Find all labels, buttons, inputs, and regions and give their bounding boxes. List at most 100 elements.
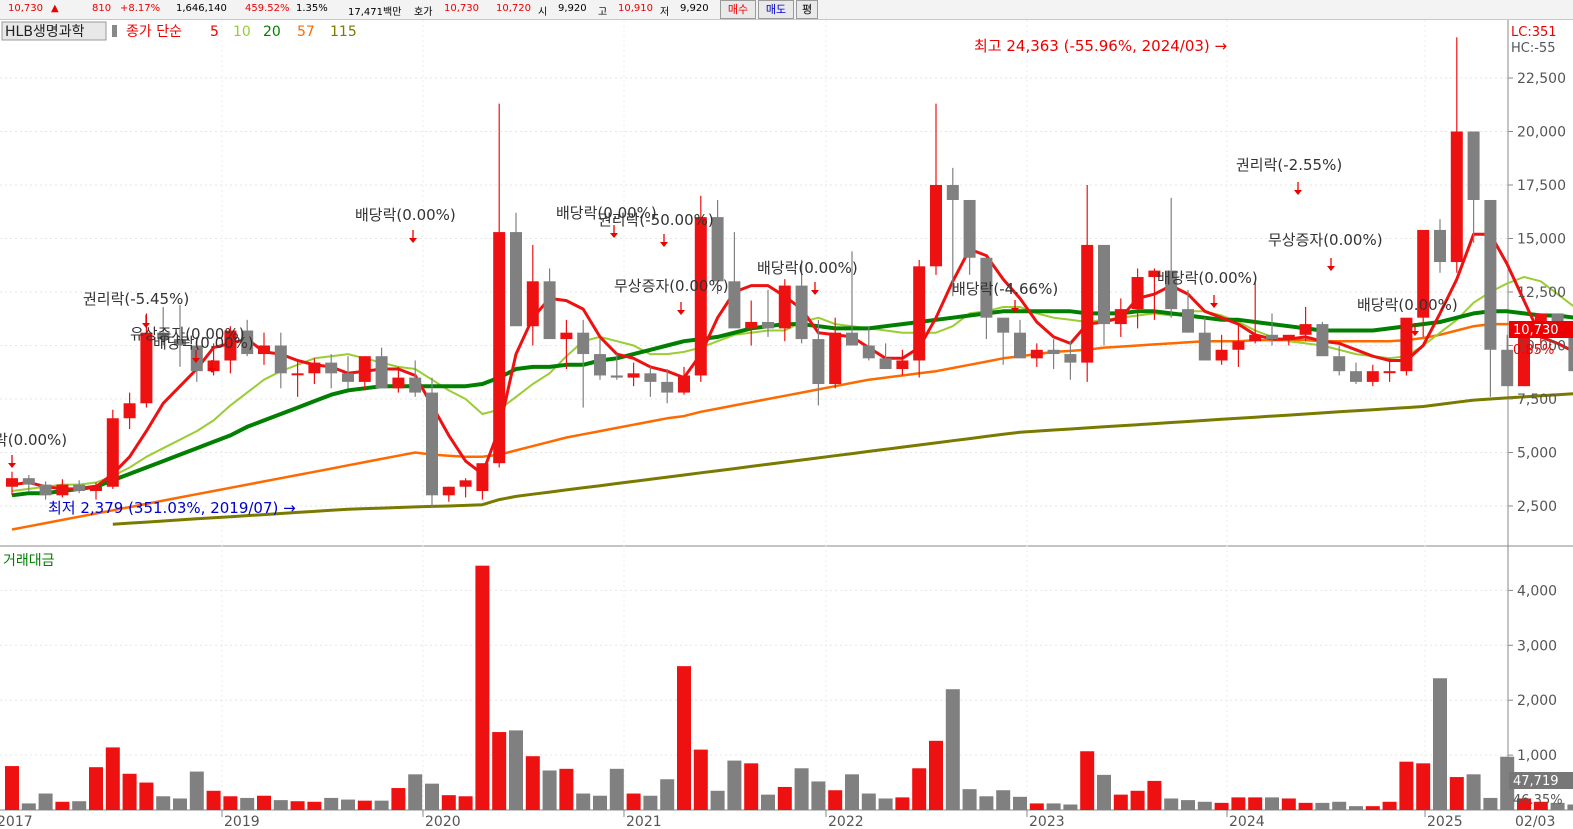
candle-body (980, 257, 993, 318)
volume-bar (307, 801, 322, 810)
event-arrow-head-icon (1011, 308, 1019, 313)
candle-body (174, 339, 186, 346)
candle-body (896, 360, 909, 370)
volume-bars (5, 565, 1573, 810)
candle-body (1198, 332, 1211, 361)
candle-body (711, 217, 724, 282)
candle-body (123, 403, 136, 419)
candle-body (762, 321, 774, 329)
candle-body (997, 317, 1010, 333)
open-label: 시 (538, 7, 548, 18)
candle-body (1501, 349, 1514, 387)
pct-tag: 0.85% (1513, 343, 1554, 358)
stock-name-box[interactable] (1, 21, 107, 41)
volume-bar (1181, 800, 1195, 810)
candle-body (1383, 371, 1396, 374)
candle-body (1282, 334, 1295, 340)
candle-body (409, 377, 422, 393)
event-arrow-head-icon (142, 323, 150, 328)
candle-body (1400, 317, 1413, 372)
volume-bar (1533, 801, 1548, 810)
event-arrow-head-icon (1294, 190, 1302, 195)
volume-bar (1214, 802, 1229, 810)
low-annotation: 최저 2,379 (351.03%, 2019/07) → (48, 499, 296, 517)
volume-bar (458, 796, 473, 810)
candle-body (678, 375, 690, 393)
candle-body (879, 358, 892, 370)
candle-body (90, 486, 102, 492)
price-axis-ticks: 2,500 5,000 7,500 10,000 12,500 15,000 17,500 2… (1508, 71, 1566, 515)
volume-bar (341, 799, 355, 810)
volume-bar (1382, 801, 1397, 810)
volume-ratio: 459.52% (245, 3, 290, 14)
candle-body (426, 392, 438, 496)
eval-button[interactable]: 평 (796, 0, 818, 19)
event-label: 락(0.00%) (0, 431, 67, 449)
high-price: 10,910 (618, 3, 653, 14)
candle-body (1316, 324, 1329, 357)
candle-body (1215, 349, 1228, 361)
candle-body (963, 199, 976, 258)
candle-body (157, 332, 170, 340)
volume-bar (777, 786, 792, 810)
candle-body (1030, 349, 1043, 359)
event-label: 권리락(-2.55%) (1236, 156, 1342, 174)
volume-pct-tag: 46.35% (1513, 793, 1563, 808)
event-label: 무상증자(0.00%) (1268, 231, 1383, 249)
volume-bar (1231, 797, 1246, 810)
volume-bar (929, 740, 943, 810)
event-arrow-head-icon (409, 238, 417, 243)
candle-body (291, 373, 304, 376)
volume-bar (1097, 774, 1111, 810)
candle-body (812, 339, 825, 385)
candle-body (510, 232, 522, 327)
candle-body (543, 281, 556, 340)
ma-period-20: 20 (263, 24, 281, 40)
volume-bar (1399, 761, 1414, 810)
volume-bar (677, 666, 691, 810)
candle-body (6, 478, 18, 487)
volume-bar (1298, 802, 1313, 810)
volume-bar (156, 796, 171, 810)
volume-bar (257, 795, 271, 810)
volume-bar (441, 795, 456, 810)
candle-body (493, 232, 506, 464)
price-tick-label: 12,500 (1517, 285, 1566, 301)
volume-bar (1349, 806, 1363, 810)
ma-label: 종가 단순 (126, 24, 182, 40)
candle-body (728, 281, 741, 329)
volume-bar (38, 793, 53, 810)
candle-body (577, 332, 590, 355)
volume-bar (1466, 774, 1481, 810)
candle-body (308, 362, 321, 374)
time-tick-label: 02/03 (1515, 814, 1555, 829)
low-label: 저 (660, 7, 670, 18)
price-tag: 10,730 (1513, 323, 1559, 338)
current-price: 10,730 (8, 3, 43, 14)
volume-bar (660, 779, 675, 810)
event-arrow-head-icon (811, 290, 819, 295)
candle-body (258, 345, 270, 355)
ma-period-10: 10 (233, 24, 251, 40)
candle-body (73, 484, 86, 492)
volume-bar (492, 732, 507, 810)
candle-body (56, 484, 69, 496)
event-arrow-head-icon (677, 310, 685, 315)
time-tick-label: 2025 (1427, 814, 1463, 829)
candle-body (358, 356, 371, 382)
volume-bar (1483, 797, 1498, 810)
volume-bar (105, 747, 120, 810)
candle-body (274, 345, 287, 374)
candle-body (694, 217, 707, 376)
price-tag-box (1509, 321, 1573, 338)
volume-tick-label: 2,000 (1517, 693, 1557, 709)
event-label: 권리락(-50.00%) (598, 211, 714, 229)
buy-button[interactable]: 매수 (720, 0, 756, 19)
bid-price: 10,720 (496, 3, 531, 14)
candle-body (1467, 131, 1480, 200)
event-label: 유상증자(0.00%) (130, 325, 245, 343)
volume-bar (996, 790, 1011, 810)
volume-bar (559, 768, 574, 810)
volume-bar (475, 565, 490, 810)
sell-button[interactable]: 매도 (758, 0, 794, 19)
